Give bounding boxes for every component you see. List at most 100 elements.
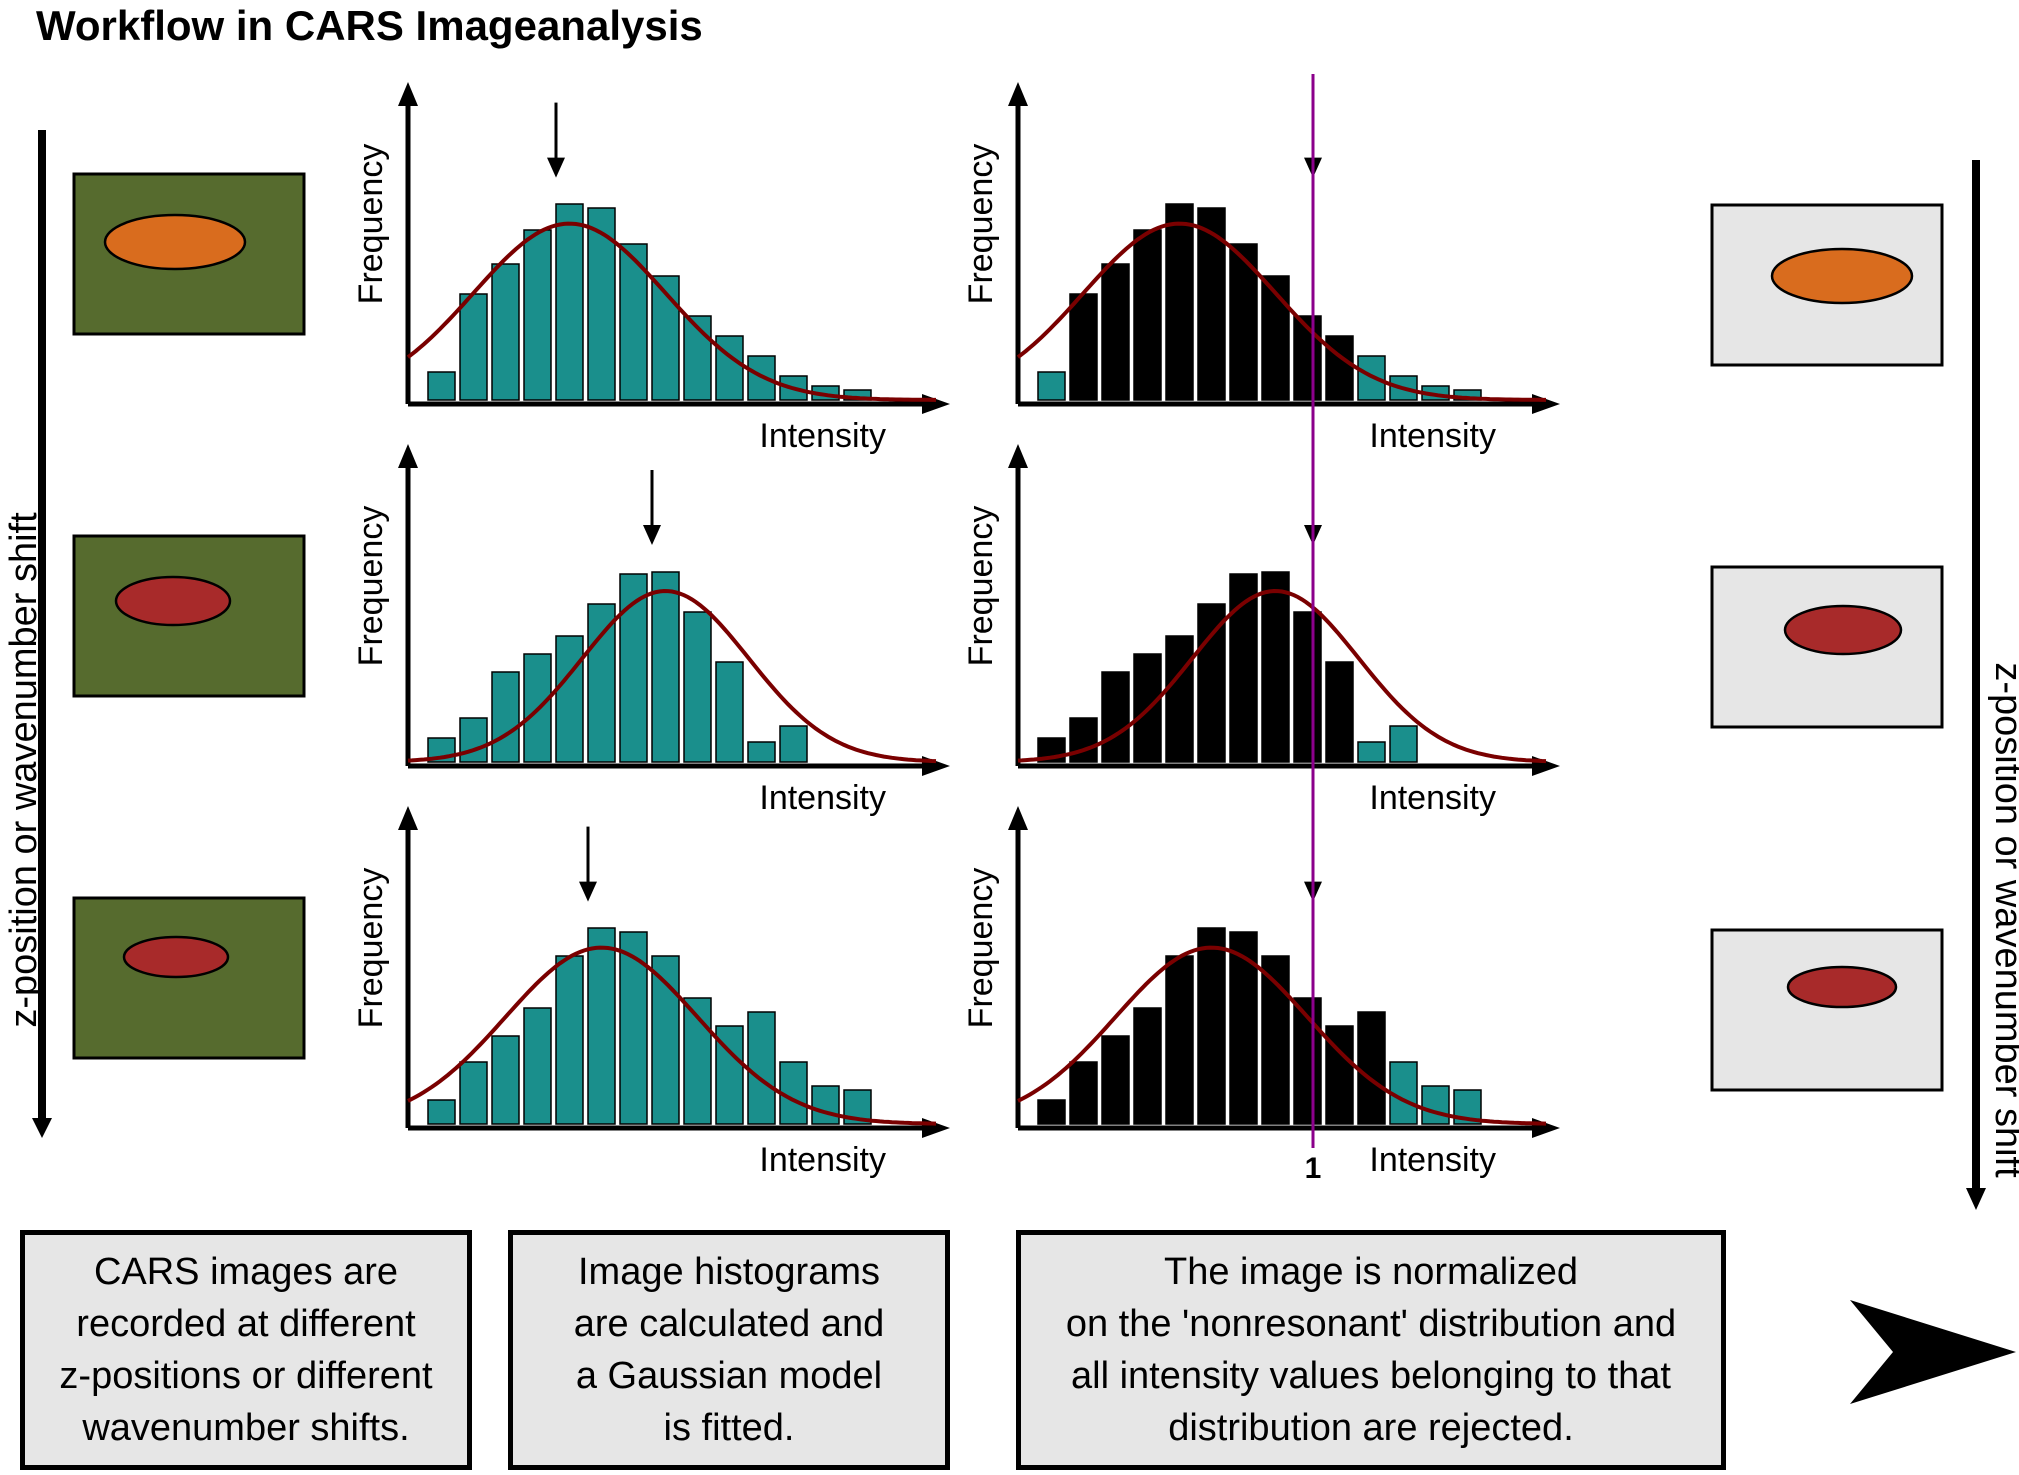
chevron-right-icon bbox=[1850, 1300, 2016, 1404]
histogram-bar bbox=[1133, 1007, 1162, 1125]
arrow-up-icon bbox=[398, 82, 418, 106]
histogram-bar bbox=[459, 293, 488, 401]
normalized-image-row-3 bbox=[1710, 928, 1944, 1092]
normalized-image-row-1 bbox=[1710, 203, 1944, 367]
histogram-bar bbox=[1165, 203, 1194, 401]
histogram-bar bbox=[427, 371, 456, 401]
histogram-bar bbox=[1421, 1085, 1450, 1125]
histogram-bar bbox=[747, 741, 776, 763]
histogram-bar bbox=[1101, 263, 1130, 401]
histogram-bar bbox=[1197, 603, 1226, 763]
histogram-bar bbox=[587, 603, 616, 763]
histogram-bar bbox=[1389, 725, 1418, 763]
x-axis-label: Intensity bbox=[1369, 1141, 1496, 1179]
arrow-up-icon bbox=[398, 444, 418, 468]
histogram-bar bbox=[1069, 717, 1098, 763]
histogram-bar bbox=[1357, 1011, 1386, 1125]
raw-image-row-1 bbox=[72, 172, 306, 336]
left-side-arrow-icon bbox=[32, 130, 52, 1138]
caption-step-3: The image is normalized on the 'nonreson… bbox=[1016, 1230, 1726, 1470]
histogram-bar bbox=[555, 203, 584, 401]
histogram-bar bbox=[1069, 1061, 1098, 1125]
page-title: Workflow in CARS Imageanalysis bbox=[36, 2, 703, 49]
histogram-bar bbox=[1229, 573, 1258, 763]
histogram-normalized-row-3: Frequency Intensity bbox=[962, 806, 1560, 1179]
y-axis-label: Frequency bbox=[352, 868, 390, 1029]
histogram-bar bbox=[619, 931, 648, 1125]
x-axis-label: Intensity bbox=[759, 779, 886, 817]
histogram-bar bbox=[1197, 207, 1226, 401]
y-axis-label: Frequency bbox=[352, 506, 390, 667]
histogram-bar bbox=[683, 611, 712, 763]
histogram-bar bbox=[1261, 275, 1290, 401]
histogram-bar bbox=[779, 725, 808, 763]
gaussian-curve bbox=[407, 588, 937, 764]
histogram-bar bbox=[1165, 635, 1194, 763]
arrow-right-icon bbox=[1532, 1118, 1560, 1138]
histogram-bar bbox=[1229, 931, 1258, 1125]
arrow-down-icon bbox=[579, 881, 597, 902]
y-axis-label: Frequency bbox=[962, 868, 1000, 1029]
histogram-bar bbox=[523, 229, 552, 401]
histogram-bar bbox=[1325, 661, 1354, 763]
x-axis-label: Intensity bbox=[759, 1141, 886, 1179]
x-axis-label: Intensity bbox=[1369, 779, 1496, 817]
caption-step-2: Image histograms are calculated and a Ga… bbox=[508, 1230, 950, 1470]
left-side-label: z-position or wavenumber shift bbox=[3, 512, 45, 1028]
histogram-bar bbox=[1357, 741, 1386, 763]
arrow-up-icon bbox=[1008, 82, 1028, 106]
right-side-arrow-icon bbox=[1966, 160, 1986, 1210]
histogram-normalized-row-2: Frequency Intensity bbox=[962, 444, 1560, 817]
histogram-bar bbox=[427, 1099, 456, 1125]
arrow-down-icon bbox=[643, 525, 661, 545]
histogram-raw-row-2: Frequency Intensity bbox=[352, 444, 950, 817]
histogram-bar bbox=[1101, 1035, 1130, 1125]
histogram-bar bbox=[747, 1011, 776, 1125]
raw-image-row-2 bbox=[72, 534, 306, 698]
histogram-bar bbox=[715, 335, 744, 401]
histogram-bar bbox=[491, 263, 520, 401]
histogram-bar bbox=[1197, 927, 1226, 1125]
normalized-image-row-2 bbox=[1710, 565, 1944, 729]
histogram-bar bbox=[587, 207, 616, 401]
x-axis-label: Intensity bbox=[759, 417, 886, 455]
histogram-bar bbox=[1325, 335, 1354, 401]
arrow-up-icon bbox=[1008, 444, 1028, 468]
histogram-bar bbox=[491, 671, 520, 763]
histogram-panels: Frequency Intensity Frequency Intensity Freq… bbox=[352, 82, 1560, 1179]
histogram-bar bbox=[491, 1035, 520, 1125]
histogram-bar bbox=[587, 927, 616, 1125]
histogram-raw-row-1: Frequency Intensity bbox=[352, 82, 950, 455]
histogram-bar bbox=[1037, 1099, 1066, 1125]
histogram-bar bbox=[1133, 229, 1162, 401]
arrow-right-icon bbox=[922, 1118, 950, 1138]
raw-image-row-3 bbox=[72, 896, 306, 1060]
histogram-bar bbox=[1165, 955, 1194, 1125]
x-axis-label: Intensity bbox=[1369, 417, 1496, 455]
histogram-bar bbox=[1261, 571, 1290, 763]
histogram-bar bbox=[523, 1007, 552, 1125]
histogram-bar bbox=[555, 955, 584, 1125]
arrow-right-icon bbox=[1532, 394, 1560, 414]
histogram-bar bbox=[811, 1085, 840, 1125]
histogram-bar bbox=[459, 1061, 488, 1125]
histogram-bar bbox=[1293, 611, 1322, 763]
gaussian-curve bbox=[1016, 221, 1546, 402]
gaussian-curve bbox=[407, 945, 937, 1126]
histogram-bar bbox=[459, 717, 488, 763]
histogram-bar bbox=[1069, 293, 1098, 401]
histogram-bar bbox=[651, 275, 680, 401]
arrow-right-icon bbox=[922, 394, 950, 414]
gaussian-curve bbox=[1017, 588, 1547, 764]
right-side-label: z-position or wavenumber shift bbox=[1987, 662, 2019, 1178]
histogram-bar bbox=[1101, 671, 1130, 763]
histogram-bar bbox=[715, 661, 744, 763]
histogram-raw-row-3: Frequency Intensity bbox=[352, 806, 950, 1179]
histogram-bar bbox=[1389, 375, 1418, 401]
arrow-up-icon bbox=[1008, 806, 1028, 830]
histogram-bar bbox=[651, 571, 680, 763]
arrow-down-icon bbox=[547, 157, 565, 178]
gaussian-curve bbox=[406, 221, 936, 402]
caption-step-1: CARS images are recorded at different z-… bbox=[20, 1230, 472, 1470]
